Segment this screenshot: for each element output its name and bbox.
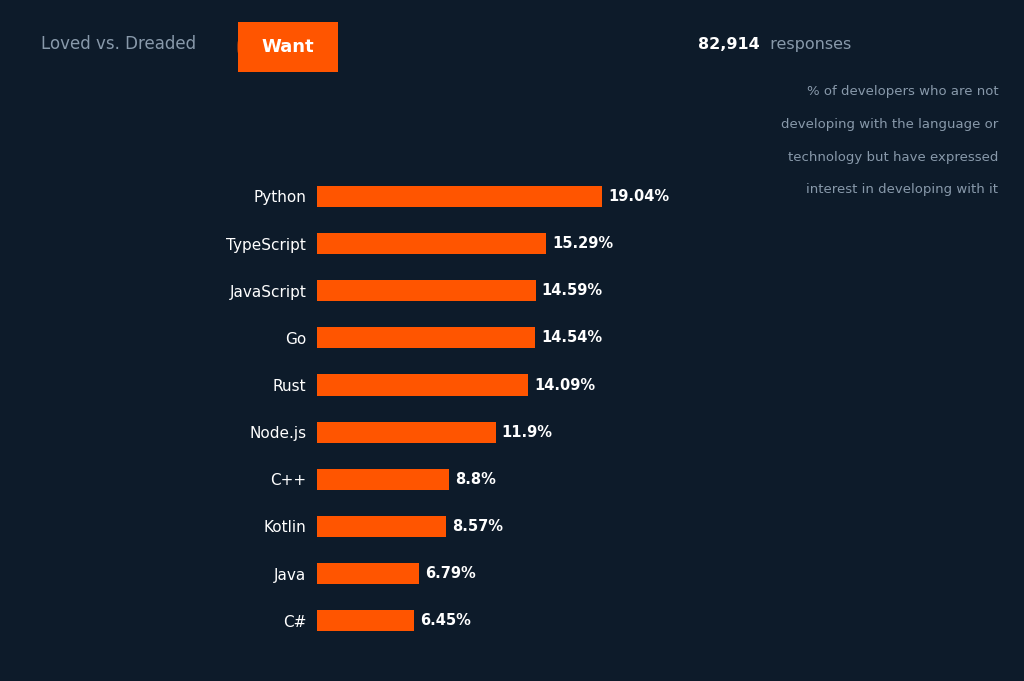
Bar — [317, 280, 536, 301]
Bar — [317, 563, 419, 584]
Text: 8.57%: 8.57% — [452, 519, 503, 534]
Bar — [317, 516, 445, 537]
Bar — [317, 610, 414, 631]
Bar — [317, 469, 450, 490]
FancyBboxPatch shape — [238, 22, 338, 72]
Text: 15.29%: 15.29% — [552, 236, 613, 251]
Text: interest in developing with it: interest in developing with it — [807, 183, 998, 196]
Text: developing with the language or: developing with the language or — [781, 118, 998, 131]
Text: 19.04%: 19.04% — [608, 189, 670, 204]
Text: 14.54%: 14.54% — [541, 330, 602, 345]
Bar — [317, 233, 546, 254]
Text: technology but have expressed: technology but have expressed — [788, 151, 998, 163]
Text: 8.8%: 8.8% — [455, 472, 496, 487]
Bar — [317, 328, 536, 349]
Bar — [317, 375, 528, 396]
Text: 11.9%: 11.9% — [502, 425, 553, 440]
Bar — [317, 422, 496, 443]
Text: Loved vs. Dreaded: Loved vs. Dreaded — [41, 35, 196, 53]
Text: 6.79%: 6.79% — [425, 566, 476, 581]
Text: 6.45%: 6.45% — [420, 614, 471, 629]
Text: 14.59%: 14.59% — [542, 283, 603, 298]
Text: 82,914: 82,914 — [698, 37, 760, 52]
Text: % of developers who are not: % of developers who are not — [807, 85, 998, 98]
Text: responses: responses — [765, 37, 851, 52]
Text: Want: Want — [261, 38, 314, 56]
Text: 14.09%: 14.09% — [535, 377, 595, 392]
Bar — [317, 186, 602, 207]
